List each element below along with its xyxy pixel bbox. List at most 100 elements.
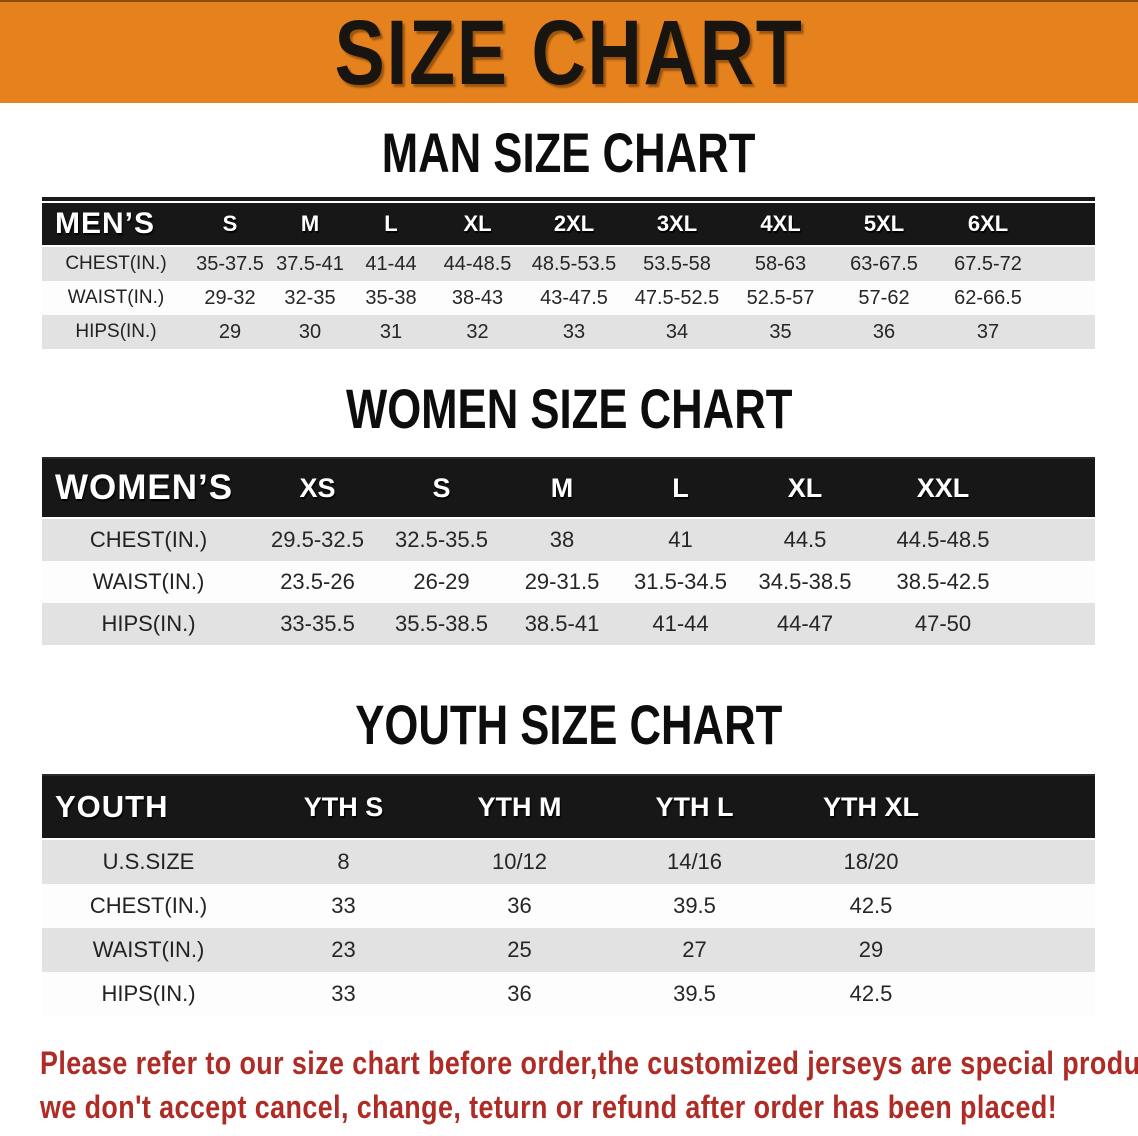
women-size-header-l: L [621, 459, 740, 519]
disclaimer-line-2: we don't accept cancel, change, teturn o… [40, 1089, 1058, 1125]
men-size-table: MEN’S S M L XL 2XL 3XL 4XL 5XL 6XL CHEST… [42, 197, 1095, 349]
women-chest-xxl: 44.5-48.5 [870, 518, 1016, 561]
youth-header-filler [960, 776, 1095, 840]
women-hips-xs: 33-35.5 [255, 603, 380, 645]
men-hips-3xl: 34 [625, 315, 729, 349]
women-hips-s: 35.5-38.5 [380, 603, 503, 645]
row-filler [960, 839, 1095, 884]
row-filler [1040, 281, 1095, 315]
youth-waist-s: 23 [255, 928, 432, 972]
women-size-header-m: M [503, 459, 621, 519]
women-hips-m: 38.5-41 [503, 603, 621, 645]
youth-chest-l: 39.5 [607, 884, 782, 928]
women-section-heading-text: WOMEN SIZE CHART [345, 377, 793, 440]
women-waist-xs: 23.5-26 [255, 561, 380, 603]
men-size-header-2xl: 2XL [523, 203, 625, 247]
youth-section-heading: YOUTH SIZE CHART [0, 693, 1138, 756]
row-filler [960, 884, 1095, 928]
youth-ussize-m: 10/12 [432, 839, 607, 884]
youth-ussize-row: U.S.SIZE 8 10/12 14/16 18/20 [42, 839, 1095, 884]
women-hips-xl: 44-47 [740, 603, 870, 645]
row-label-waist: WAIST(IN.) [42, 281, 190, 315]
row-label-chest: CHEST(IN.) [42, 518, 255, 561]
women-chest-xs: 29.5-32.5 [255, 518, 380, 561]
women-hips-l: 41-44 [621, 603, 740, 645]
men-waist-row: WAIST(IN.) 29-32 32-35 35-38 38-43 43-47… [42, 281, 1095, 315]
youth-chest-m: 36 [432, 884, 607, 928]
banner-title: SIZE CHART [334, 1, 804, 104]
men-size-header-6xl: 6XL [936, 203, 1040, 247]
youth-size-header-m: YTH M [432, 776, 607, 840]
women-size-header-xs: XS [255, 459, 380, 519]
men-chest-m: 37.5-41 [270, 246, 350, 281]
women-waist-xxl: 38.5-42.5 [870, 561, 1016, 603]
women-size-header-s: S [380, 459, 503, 519]
women-header-filler [1016, 459, 1095, 519]
men-header-row: MEN’S S M L XL 2XL 3XL 4XL 5XL 6XL [42, 203, 1095, 247]
row-label-hips: HIPS(IN.) [42, 972, 255, 1016]
women-size-header-xl: XL [740, 459, 870, 519]
men-size-header-xl: XL [432, 203, 523, 247]
women-size-header-xxl: XXL [870, 459, 1016, 519]
women-chest-l: 41 [621, 518, 740, 561]
women-hips-row: HIPS(IN.) 33-35.5 35.5-38.5 38.5-41 41-4… [42, 603, 1095, 645]
row-filler [960, 972, 1095, 1016]
row-filler [1016, 518, 1095, 561]
women-chest-row: CHEST(IN.) 29.5-32.5 32.5-35.5 38 41 44.… [42, 518, 1095, 561]
youth-header-row: YOUTH YTH S YTH M YTH L YTH XL [42, 776, 1095, 840]
men-size-header-4xl: 4XL [729, 203, 832, 247]
youth-waist-l: 27 [607, 928, 782, 972]
women-waist-s: 26-29 [380, 561, 503, 603]
men-waist-4xl: 52.5-57 [729, 281, 832, 315]
row-filler [1040, 315, 1095, 349]
men-size-header-5xl: 5XL [832, 203, 936, 247]
men-chest-2xl: 48.5-53.5 [523, 246, 625, 281]
men-size-header-m: M [270, 203, 350, 247]
youth-hips-m: 36 [432, 972, 607, 1016]
women-waist-l: 31.5-34.5 [621, 561, 740, 603]
women-size-table: WOMEN’S XS S M L XL XXL CHEST(IN.) 29.5-… [42, 457, 1095, 645]
size-chart-banner: SIZE CHART [0, 0, 1138, 103]
men-hips-5xl: 36 [832, 315, 936, 349]
men-hips-xl: 32 [432, 315, 523, 349]
women-header-row: WOMEN’S XS S M L XL XXL [42, 459, 1095, 519]
row-label-hips: HIPS(IN.) [42, 315, 190, 349]
row-label-chest: CHEST(IN.) [42, 246, 190, 281]
men-waist-3xl: 47.5-52.5 [625, 281, 729, 315]
men-chest-6xl: 67.5-72 [936, 246, 1040, 281]
youth-chest-xl: 42.5 [782, 884, 960, 928]
youth-hips-row: HIPS(IN.) 33 36 39.5 42.5 [42, 972, 1095, 1016]
youth-size-header-s: YTH S [255, 776, 432, 840]
youth-size-table: YOUTH YTH S YTH M YTH L YTH XL U.S.SIZE … [42, 774, 1095, 1016]
youth-hips-s: 33 [255, 972, 432, 1016]
men-header-filler [1040, 203, 1095, 247]
women-waist-row: WAIST(IN.) 23.5-26 26-29 29-31.5 31.5-34… [42, 561, 1095, 603]
youth-chest-row: CHEST(IN.) 33 36 39.5 42.5 [42, 884, 1095, 928]
youth-ussize-s: 8 [255, 839, 432, 884]
row-label-hips: HIPS(IN.) [42, 603, 255, 645]
men-hips-s: 29 [190, 315, 270, 349]
men-hips-m: 30 [270, 315, 350, 349]
men-size-header-s: S [190, 203, 270, 247]
youth-hips-xl: 42.5 [782, 972, 960, 1016]
youth-section-heading-text: YOUTH SIZE CHART [355, 693, 783, 756]
row-filler [1016, 561, 1095, 603]
youth-ussize-l: 14/16 [607, 839, 782, 884]
women-chest-xl: 44.5 [740, 518, 870, 561]
men-chest-3xl: 53.5-58 [625, 246, 729, 281]
row-filler [960, 928, 1095, 972]
row-label-us-size: U.S.SIZE [42, 839, 255, 884]
women-chest-m: 38 [503, 518, 621, 561]
women-waist-xl: 34.5-38.5 [740, 561, 870, 603]
men-chest-xl: 44-48.5 [432, 246, 523, 281]
men-hips-4xl: 35 [729, 315, 832, 349]
youth-ussize-xl: 18/20 [782, 839, 960, 884]
women-waist-m: 29-31.5 [503, 561, 621, 603]
row-label-waist: WAIST(IN.) [42, 928, 255, 972]
row-label-waist: WAIST(IN.) [42, 561, 255, 603]
men-waist-m: 32-35 [270, 281, 350, 315]
row-filler [1040, 246, 1095, 281]
men-chest-s: 35-37.5 [190, 246, 270, 281]
women-section-heading: WOMEN SIZE CHART [0, 377, 1138, 440]
men-waist-6xl: 62-66.5 [936, 281, 1040, 315]
